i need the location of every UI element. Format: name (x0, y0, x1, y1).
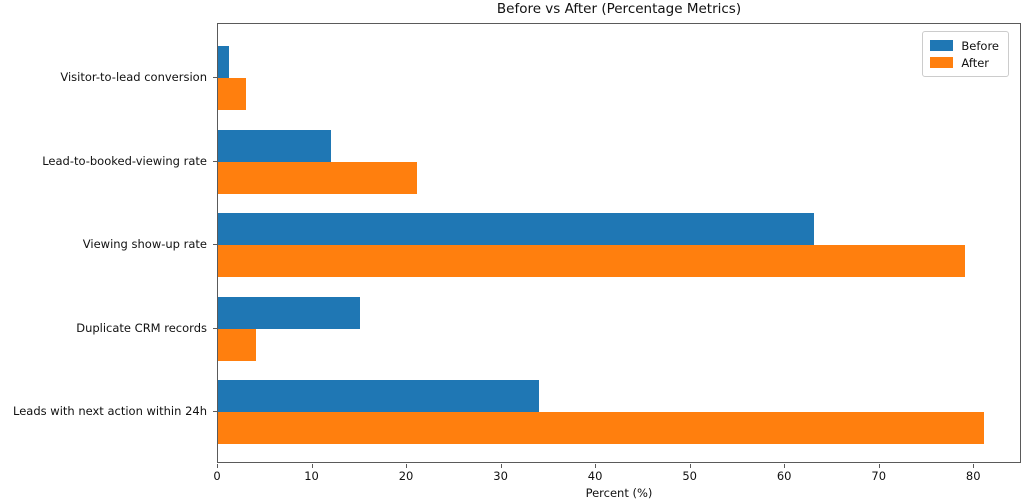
y-tick-mark (213, 244, 217, 245)
x-tick-mark (311, 464, 313, 468)
bar-after (218, 328, 256, 361)
x-tick-mark (784, 464, 786, 468)
x-tick-label: 0 (213, 469, 221, 483)
legend: Before After (922, 31, 1009, 77)
bar-after (218, 245, 965, 277)
category-label: Lead-to-booked-viewing rate (42, 153, 207, 168)
x-tick-label: 10 (304, 469, 319, 483)
x-tick-label: 20 (398, 469, 414, 483)
plot-area: Before After (217, 23, 1021, 463)
x-tick-label: 60 (776, 469, 792, 483)
x-tick-mark (500, 464, 502, 468)
bar-before (218, 213, 814, 245)
legend-swatch (930, 40, 954, 51)
legend-label: Before (961, 38, 999, 53)
legend-label: After (961, 55, 990, 70)
x-tick-mark (217, 464, 218, 468)
category-label: Duplicate CRM records (76, 320, 207, 335)
x-tick-label: 70 (871, 469, 887, 483)
y-tick-mark (213, 327, 217, 329)
bar-before (218, 296, 360, 329)
x-tick-label: 30 (493, 469, 508, 483)
chart-title: Before vs After (Percentage Metrics) (496, 1, 742, 17)
category-label: Visitor-to-lead conversion (60, 70, 207, 84)
legend-item: Before (930, 37, 999, 54)
y-tick-mark (213, 77, 217, 78)
x-tick-mark (595, 464, 597, 468)
x-tick-mark (878, 464, 880, 468)
legend-swatch (930, 57, 954, 68)
category-label: Viewing show-up rate (82, 237, 207, 251)
category-label: Leads with next action within 24h (13, 404, 207, 418)
bar-after (218, 412, 984, 444)
x-axis-label: Percent (%) (585, 486, 653, 500)
x-tick-label: 50 (682, 469, 697, 483)
bar-before (218, 380, 540, 412)
x-tick-mark (406, 464, 408, 468)
bar-before (218, 129, 332, 162)
x-tick-label: 80 (965, 469, 981, 483)
y-tick-mark (213, 160, 217, 162)
x-tick-mark (689, 464, 691, 468)
x-tick-label: 40 (587, 469, 603, 483)
bar-after (218, 161, 417, 194)
bar-after (218, 78, 247, 110)
x-tick-mark (973, 464, 975, 468)
legend-item: After (930, 54, 999, 71)
y-tick-mark (213, 411, 217, 412)
bar-before (218, 46, 230, 78)
